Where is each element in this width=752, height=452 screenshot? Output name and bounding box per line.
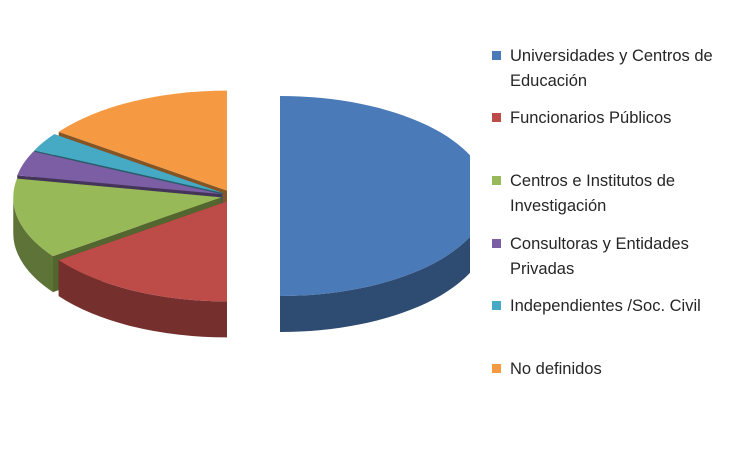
legend-label-consultoras: Consultoras y Entidades Privadas bbox=[510, 235, 689, 278]
legend-swatch-centros-investigacion bbox=[492, 176, 501, 185]
legend-label-no-definidos: No definidos bbox=[510, 360, 602, 378]
legend: Universidades y Centros de Educación Fun… bbox=[492, 0, 748, 452]
pie-chart bbox=[13, 90, 470, 338]
legend-label-centros-investigacion: Centros e Institutos de Investigación bbox=[510, 172, 676, 215]
legend-swatch-no-definidos bbox=[492, 364, 501, 373]
legend-label-independientes: Independientes /Soc. Civil bbox=[510, 297, 701, 315]
legend-label-universidades: Universidades y Centros de Educación bbox=[510, 47, 713, 90]
legend-swatch-funcionarios bbox=[492, 113, 501, 122]
pie-slice-universidades bbox=[280, 96, 470, 332]
legend-swatch-consultoras bbox=[492, 239, 501, 248]
legend-label-funcionarios: Funcionarios Públicos bbox=[510, 109, 672, 127]
pie-slice-funcionarios bbox=[58, 201, 228, 338]
legend-swatch-universidades bbox=[492, 51, 501, 60]
legend-swatch-independientes bbox=[492, 301, 501, 310]
